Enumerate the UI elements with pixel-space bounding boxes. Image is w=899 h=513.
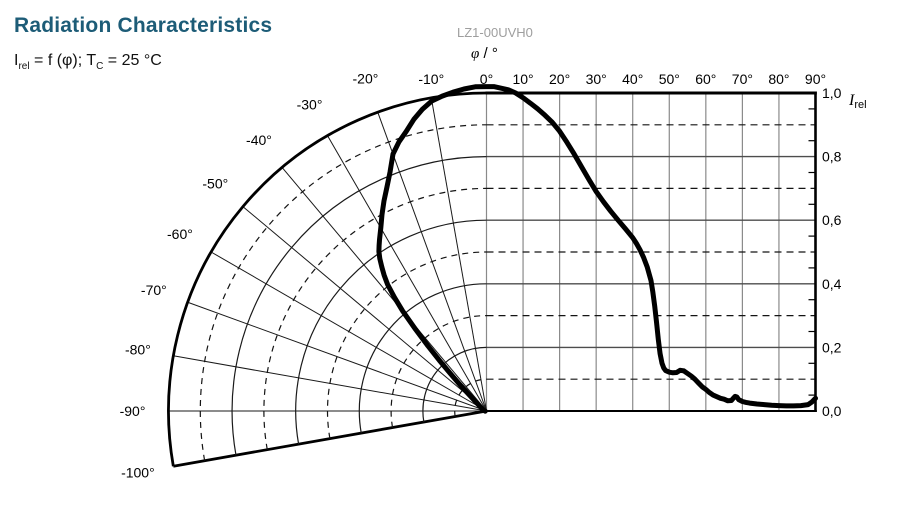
radiation-curve <box>376 84 818 414</box>
x-tick-label: 10° <box>512 71 533 87</box>
polar-outer-arc <box>167 91 487 467</box>
polar-edge-line <box>173 409 487 468</box>
y-axis-title: Irel <box>848 92 867 111</box>
polar-ring-solid <box>231 156 487 456</box>
x-tick-label: 60° <box>695 71 716 87</box>
polar-ring-solid <box>358 283 487 434</box>
polar-angle-label: -70° <box>141 282 167 298</box>
polar-angle-label: -30° <box>297 96 323 112</box>
polar-radial-line <box>242 206 487 412</box>
subtitle-condition: = f (φ); T <box>29 52 97 69</box>
x-tick-label: 80° <box>768 71 789 87</box>
part-number-label: LZ1-00UVH0 <box>457 25 533 40</box>
subtitle-value: = 25 °C <box>103 52 162 69</box>
y-tick-label: 0,6 <box>822 212 842 228</box>
y-tick-label: 0,4 <box>822 276 842 292</box>
x-axis-title: φ / ° <box>471 45 498 62</box>
polar-angle-label: -20° <box>353 70 379 86</box>
polar-angle-label: -80° <box>125 342 151 358</box>
y-tick-label: 0,2 <box>822 339 842 355</box>
polar-angle-label: -90° <box>120 403 146 419</box>
chart-subtitle: Irel = f (φ); TC = 25 °C <box>14 52 162 72</box>
x-tick-label: -10° <box>418 71 444 87</box>
subtitle-condition-subscript: C <box>96 61 104 73</box>
polar-radial-line <box>327 135 487 412</box>
x-tick-label: 30° <box>586 71 607 87</box>
x-tick-label: 50° <box>659 71 680 87</box>
y-tick-label: 0,0 <box>822 403 842 419</box>
x-tick-label: 20° <box>549 71 570 87</box>
polar-angle-label: -100° <box>121 464 155 480</box>
polar-ring-dashed <box>390 315 487 428</box>
x-tick-label: 70° <box>732 71 753 87</box>
y-tick-label: 1,0 <box>822 85 842 101</box>
polar-angle-label: -50° <box>202 175 228 191</box>
polar-radial-line <box>430 97 487 412</box>
polar-ring-solid <box>295 219 487 445</box>
page-title: Radiation Characteristics <box>14 14 273 37</box>
subtitle-symbol-subscript: rel <box>18 61 30 73</box>
y-tick-label: 0,8 <box>822 149 842 165</box>
polar-angle-label: -60° <box>167 226 193 242</box>
polar-angle-label: -40° <box>246 132 272 148</box>
x-tick-label: 0° <box>480 71 493 87</box>
polar-radial-line <box>187 301 487 412</box>
polar-ring-solid <box>422 346 487 423</box>
x-tick-label: 40° <box>622 71 643 87</box>
polar-ring-dashed <box>263 187 487 450</box>
subtitle-symbol: I <box>14 52 19 69</box>
x-tick-label: 90° <box>805 71 826 87</box>
